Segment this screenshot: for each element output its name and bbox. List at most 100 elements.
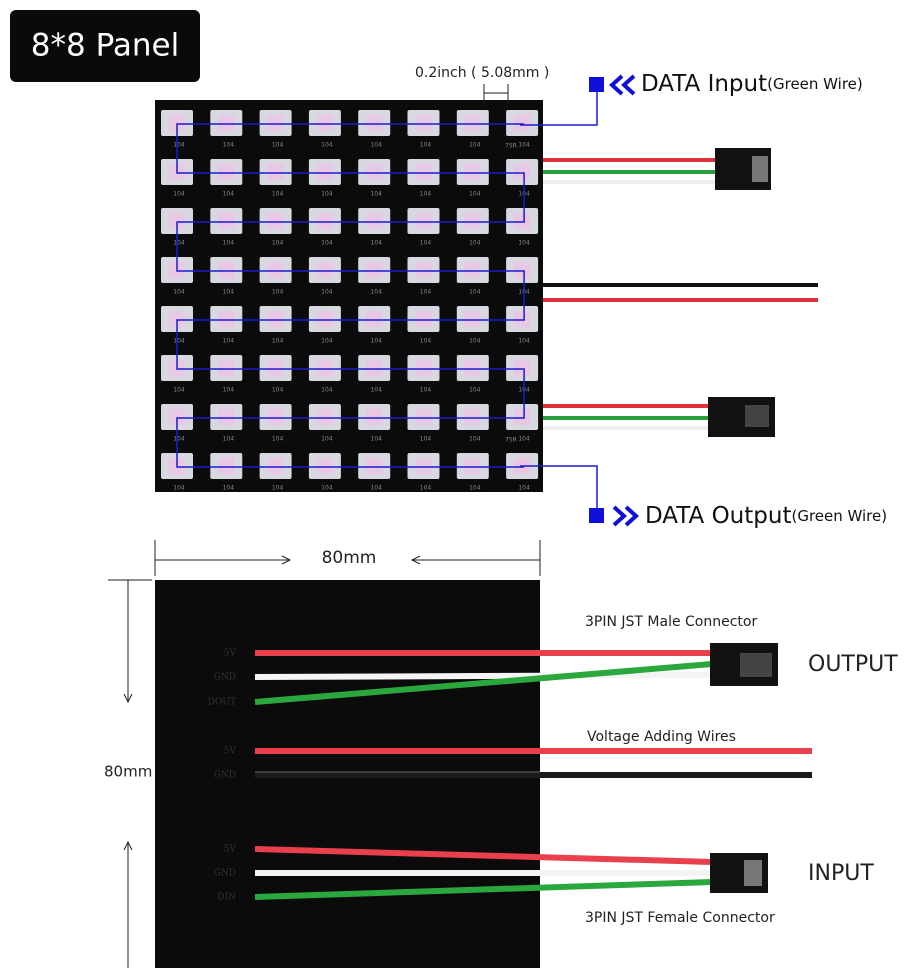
led-core: [415, 360, 432, 376]
led-core: [514, 115, 531, 131]
led-core: [316, 262, 333, 278]
chip-label: 104: [420, 436, 432, 443]
chevrons: [609, 74, 636, 96]
chip-label: 104: [272, 289, 284, 296]
power-label: Voltage Adding Wires: [587, 729, 736, 745]
chip-label: 104: [272, 142, 284, 149]
chevrons: [612, 505, 639, 527]
data-marker: [589, 508, 604, 523]
width-label: 80mm: [322, 548, 377, 568]
chip-label: 104: [173, 387, 185, 394]
chip-label: 104: [173, 436, 185, 443]
led-core: [514, 311, 531, 327]
chip-label: 104: [370, 387, 382, 394]
chip-label: 104: [469, 289, 481, 296]
data-path: [176, 123, 525, 468]
chip-label: 104: [173, 338, 185, 345]
chip-label: 104: [370, 338, 382, 345]
data-marker: [589, 77, 604, 92]
wire: [254, 672, 713, 680]
data-line: [520, 85, 598, 126]
connector-pins: [740, 653, 772, 677]
wire: [254, 879, 713, 900]
chip-label: 104: [321, 142, 333, 149]
led-core: [267, 262, 284, 278]
led-core: [366, 409, 383, 425]
chip-label: 104: [223, 289, 235, 296]
led-core: [415, 262, 432, 278]
pin-label: DOUT: [208, 698, 236, 708]
chip-label: 104: [321, 436, 333, 443]
output-label: OUTPUT: [808, 652, 898, 677]
title-badge: [10, 10, 200, 82]
data-input-note: (Green Wire): [767, 75, 863, 93]
led-core: [267, 115, 284, 131]
chip-label: 104: [370, 191, 382, 198]
led-core: [316, 115, 333, 131]
data-line: [520, 465, 598, 512]
data-input-text: DATA Input: [641, 71, 767, 97]
height-label: 80mm: [104, 763, 152, 781]
data-output-text: DATA Output: [645, 503, 791, 529]
chip-label: 104: [272, 485, 284, 492]
led-core: [514, 409, 531, 425]
led-core: [316, 360, 333, 376]
led-panel: [155, 100, 543, 492]
chip-label: 104: [272, 191, 284, 198]
chip-label: 104: [469, 191, 481, 198]
led-core: [464, 409, 481, 425]
led-core: [415, 213, 432, 229]
chip-label: 104: [321, 191, 333, 198]
connector-pins: [752, 156, 768, 182]
chip-label: 104: [272, 240, 284, 247]
chip-label: 104: [420, 387, 432, 394]
dim-arrow: [155, 555, 540, 565]
led-core: [514, 213, 531, 229]
chip-label: 104: [518, 240, 530, 247]
led-core: [169, 115, 185, 131]
chip-label: 104: [420, 485, 432, 492]
connector-pins: [744, 860, 762, 886]
dim-arrow: [123, 580, 133, 968]
chip-label: 104: [370, 240, 382, 247]
led-core: [169, 213, 185, 229]
chip-label: 104: [272, 387, 284, 394]
pitch-label: 0.2inch ( 5.08mm ): [415, 65, 549, 81]
chip-label: 104: [173, 191, 185, 198]
led-core: [218, 213, 235, 229]
led-core: [366, 311, 383, 327]
chip-label: 104: [469, 485, 481, 492]
chip-label: 104: [420, 240, 432, 247]
chip-label: 104: [223, 485, 235, 492]
chip-label: 104: [518, 436, 530, 443]
chip-label: 104: [173, 485, 185, 492]
led-core: [415, 164, 432, 180]
led-core: [316, 311, 333, 327]
led-core: [267, 164, 284, 180]
chip-label: 104: [370, 289, 382, 296]
chip-label: 104: [370, 142, 382, 149]
led-core: [267, 213, 284, 229]
led-core: [514, 262, 531, 278]
pin-label: GND: [214, 869, 236, 879]
led-core: [218, 360, 235, 376]
led-core: [464, 262, 481, 278]
led-core: [218, 409, 235, 425]
pin-label: 5V: [224, 649, 237, 659]
chip-label: 104: [469, 387, 481, 394]
chip-label: 104: [420, 142, 432, 149]
led-core: [316, 213, 333, 229]
led-core: [415, 115, 432, 131]
chip-label: 104: [173, 240, 185, 247]
chip-label: 104: [173, 142, 185, 149]
led-core: [366, 115, 383, 131]
led-core: [169, 311, 185, 327]
chip-label: 104: [370, 485, 382, 492]
chip-label: 104: [223, 191, 235, 198]
chip-label: 104: [469, 436, 481, 443]
pin-label: GND: [214, 673, 236, 683]
pin-label: 5V: [224, 845, 237, 855]
led-core: [464, 311, 481, 327]
led-core: [218, 458, 235, 474]
chip-label: 104: [469, 142, 481, 149]
